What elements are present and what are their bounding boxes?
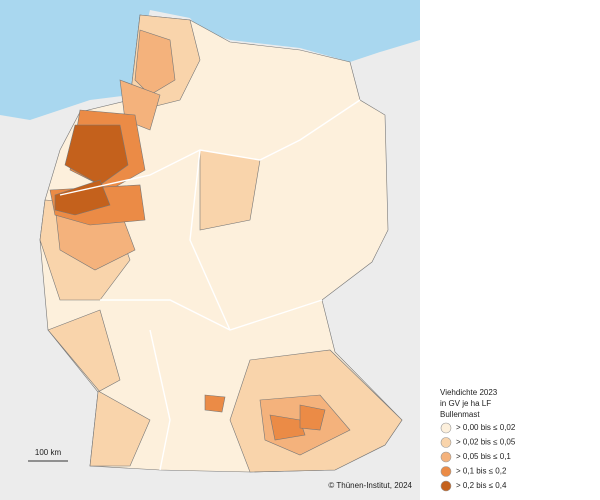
scale-label: 100 km	[35, 448, 62, 457]
region	[64, 124, 129, 186]
legend-label: > 0,2 bis ≤ 0,4	[456, 481, 507, 490]
credit: © Thünen-Institut, 2024	[328, 481, 412, 490]
border	[59, 99, 361, 196]
regions	[39, 14, 403, 473]
legend-swatch	[440, 422, 452, 434]
region	[134, 29, 176, 96]
border	[189, 149, 231, 331]
legend-panel	[420, 0, 600, 500]
legend-title: Viehdichte 2023	[440, 388, 498, 397]
state-borders	[59, 99, 361, 471]
legend-swatch	[440, 437, 452, 448]
border	[149, 329, 171, 471]
legend-swatch	[440, 466, 452, 477]
region	[269, 414, 306, 441]
legend-subtitle: Bullenmast	[440, 410, 480, 419]
region	[54, 179, 111, 216]
legend-title: in GV je ha LF	[440, 399, 491, 408]
legend-label: > 0,05 bis ≤ 0,1	[456, 452, 511, 461]
legend-swatch	[440, 451, 452, 463]
legend-label: > 0,00 bis ≤ 0,02	[456, 423, 516, 432]
region	[204, 394, 226, 413]
legend-label: > 0,1 bis ≤ 0,2	[456, 467, 507, 476]
region	[47, 309, 151, 467]
sea	[0, 0, 420, 120]
region	[299, 404, 326, 431]
legend-swatch	[440, 480, 452, 492]
border	[100, 299, 323, 331]
legend-label: > 0,02 bis ≤ 0,05	[456, 438, 516, 447]
